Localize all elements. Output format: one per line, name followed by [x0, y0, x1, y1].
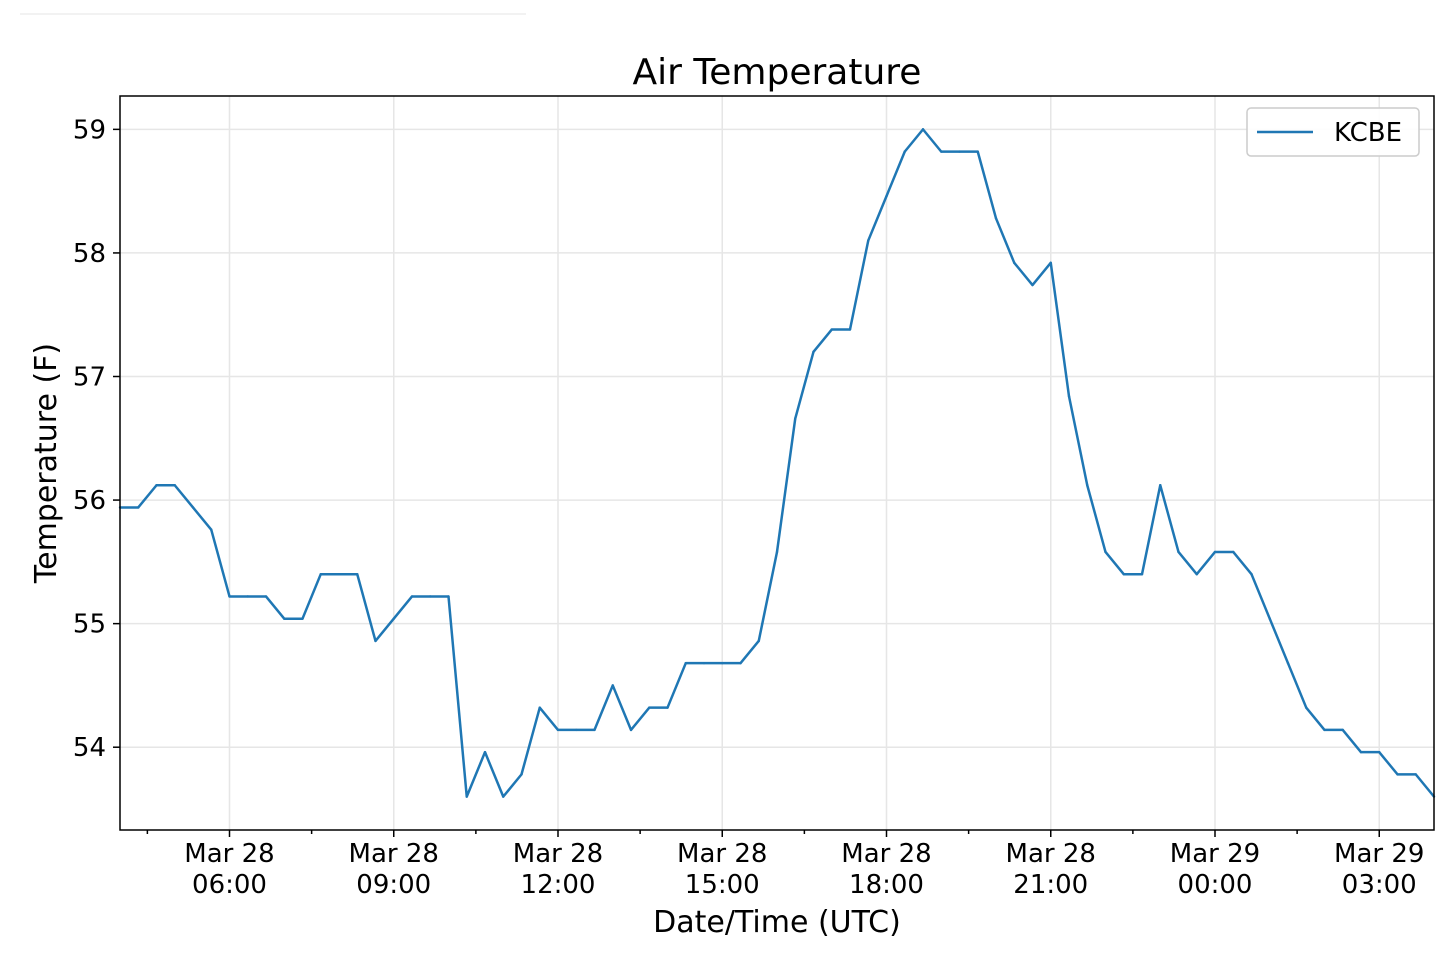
data-point — [246, 595, 249, 598]
data-point — [137, 506, 140, 509]
data-point — [721, 661, 724, 665]
data-point — [1414, 773, 1417, 776]
data-point — [648, 706, 651, 709]
x-tick-label: Mar 29 03:00 — [1334, 839, 1424, 900]
data-point — [1286, 661, 1290, 665]
data-point — [1013, 261, 1016, 265]
data-point — [210, 528, 213, 531]
data-point — [1305, 706, 1308, 709]
data-point — [374, 639, 377, 643]
x-tick-label: Mar 28 06:00 — [184, 839, 274, 900]
data-point — [994, 217, 998, 220]
data-point — [666, 706, 669, 709]
data-point — [702, 661, 706, 665]
x-tick-label: Mar 28 15:00 — [677, 839, 767, 900]
data-point — [356, 573, 359, 576]
legend: KCBE — [1246, 107, 1420, 157]
data-point — [830, 328, 833, 331]
x-tick-label: Mar 29 00:00 — [1170, 839, 1260, 900]
data-point — [976, 150, 979, 153]
data-point — [684, 661, 687, 665]
x-tick-label: Mar 28 09:00 — [349, 839, 439, 900]
y-tick-label: 55 — [73, 610, 106, 640]
data-point — [1359, 750, 1363, 754]
x-tick-label: Mar 28 18:00 — [841, 839, 931, 900]
y-tick-label: 54 — [73, 733, 106, 763]
data-point — [1195, 573, 1198, 576]
data-point — [1232, 550, 1235, 554]
data-point — [885, 194, 888, 198]
data-point — [447, 595, 450, 598]
data-point — [848, 328, 852, 331]
x-tick-label: Mar 28 12:00 — [513, 839, 603, 900]
series-line-kcbe — [120, 128, 1435, 798]
data-point — [228, 595, 231, 598]
y-tick-label: 56 — [73, 486, 106, 516]
data-point — [1140, 573, 1144, 576]
y-tick-label: 59 — [73, 115, 106, 145]
data-point — [410, 595, 414, 598]
data-point — [538, 706, 541, 709]
legend-label: KCBE — [1334, 118, 1402, 148]
y-axis-title: Temperature (F) — [29, 343, 64, 584]
data-point — [1049, 261, 1052, 265]
data-point — [593, 728, 596, 732]
data-point — [392, 617, 395, 620]
data-point — [775, 550, 779, 554]
data-point — [483, 750, 487, 754]
data-point — [794, 417, 797, 420]
data-point — [757, 639, 760, 643]
tick-layer: 54 55 56 57 58 59 Mar 28 06:00 Mar 28 09:00 Mar 28… — [73, 115, 1425, 900]
data-point — [1177, 550, 1180, 554]
data-point — [867, 239, 870, 242]
data-point — [940, 150, 943, 153]
data-point — [1323, 728, 1326, 732]
data-point — [812, 350, 815, 353]
data-point — [337, 573, 341, 576]
data-point — [155, 484, 158, 487]
data-point — [1104, 550, 1107, 554]
data-point — [903, 150, 906, 153]
data-point — [921, 128, 925, 131]
grid-layer — [120, 96, 1434, 830]
data-point — [629, 728, 633, 732]
data-point — [1086, 484, 1089, 487]
data-point — [520, 773, 523, 776]
data-point — [1341, 728, 1344, 732]
data-point — [611, 684, 614, 687]
data-point — [1213, 550, 1217, 554]
data-point — [1031, 283, 1034, 287]
data-point — [1250, 573, 1253, 576]
data-point — [173, 484, 176, 487]
data-point — [191, 506, 195, 509]
series-layer — [118, 128, 1436, 798]
chart-title: Air Temperature — [633, 52, 922, 93]
data-point — [739, 661, 742, 665]
data-point — [958, 150, 961, 153]
data-point — [1067, 395, 1071, 398]
y-tick-label: 57 — [73, 363, 106, 393]
data-point — [1378, 750, 1381, 754]
data-point — [1159, 484, 1162, 487]
data-point — [319, 573, 322, 576]
x-tick-label: Mar 28 21:00 — [1006, 839, 1096, 900]
y-tick-label: 58 — [73, 239, 106, 269]
legend-box — [1246, 107, 1420, 157]
data-point — [301, 617, 304, 620]
plot-frame — [119, 95, 1435, 831]
data-point — [575, 728, 578, 732]
data-point — [1268, 617, 1271, 620]
data-point — [502, 795, 505, 798]
data-point — [556, 728, 560, 732]
data-point — [465, 795, 468, 798]
data-point — [429, 595, 432, 598]
data-point — [264, 595, 268, 598]
x-axis-title: Date/Time (UTC) — [653, 905, 901, 940]
data-point — [283, 617, 286, 620]
data-point — [1122, 573, 1125, 576]
data-point — [1396, 773, 1399, 776]
